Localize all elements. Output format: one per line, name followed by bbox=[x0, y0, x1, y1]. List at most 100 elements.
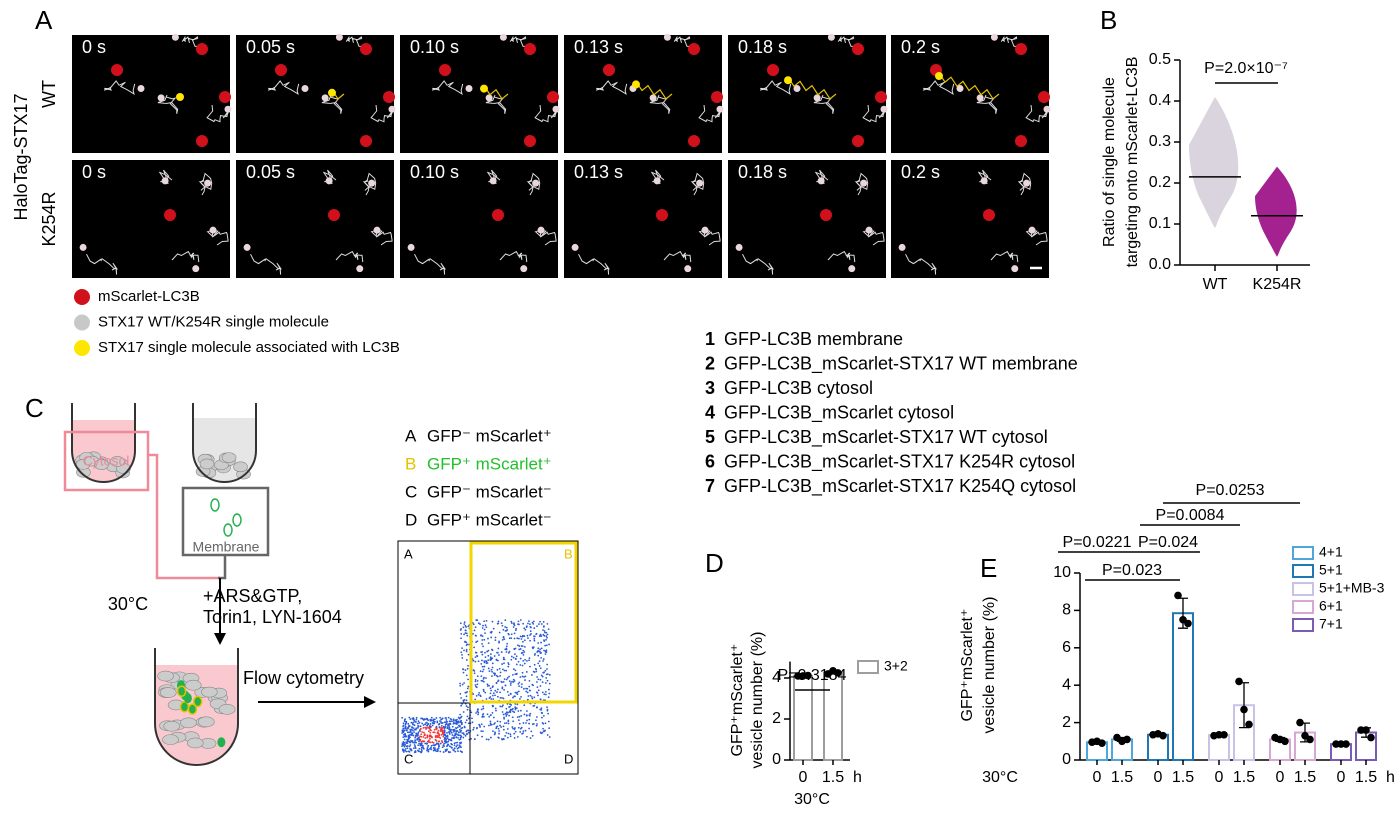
x-tick-label: 0 bbox=[1276, 769, 1285, 786]
event bbox=[419, 725, 422, 728]
event bbox=[461, 647, 464, 650]
lc3b-puncta bbox=[688, 43, 700, 55]
event bbox=[520, 695, 522, 698]
event bbox=[472, 669, 475, 671]
event bbox=[502, 713, 505, 716]
single-molecule bbox=[860, 179, 868, 187]
event bbox=[499, 720, 502, 723]
event bbox=[481, 643, 483, 645]
event bbox=[422, 726, 425, 729]
event bbox=[526, 698, 529, 701]
data-point bbox=[1281, 737, 1289, 746]
event bbox=[435, 717, 438, 719]
panel-label: A bbox=[35, 5, 53, 35]
event bbox=[515, 672, 518, 675]
event bbox=[477, 713, 479, 716]
event bbox=[415, 721, 417, 723]
event bbox=[539, 620, 541, 623]
event bbox=[439, 742, 442, 745]
event bbox=[437, 740, 440, 743]
event bbox=[445, 718, 448, 721]
event bbox=[424, 723, 427, 726]
event bbox=[467, 625, 470, 628]
legend-text: 7+1 bbox=[1319, 616, 1343, 632]
event bbox=[464, 624, 467, 627]
event bbox=[465, 699, 468, 702]
event bbox=[519, 635, 522, 638]
trajectory bbox=[335, 250, 364, 263]
single-molecule bbox=[499, 33, 507, 41]
event bbox=[529, 737, 532, 739]
event bbox=[429, 729, 432, 731]
event bbox=[464, 721, 467, 724]
event bbox=[544, 631, 546, 634]
trajectory bbox=[509, 35, 531, 48]
event bbox=[541, 721, 544, 724]
event bbox=[505, 651, 508, 653]
event bbox=[407, 734, 410, 737]
event bbox=[539, 634, 542, 637]
event bbox=[519, 676, 522, 679]
trajectory bbox=[250, 253, 283, 275]
event bbox=[404, 726, 407, 729]
event bbox=[517, 682, 520, 685]
single-molecule bbox=[716, 105, 724, 113]
event bbox=[439, 716, 442, 719]
event bbox=[456, 720, 459, 723]
event bbox=[528, 689, 531, 692]
event bbox=[472, 726, 475, 729]
event bbox=[536, 681, 538, 683]
event bbox=[449, 723, 452, 726]
event bbox=[482, 690, 485, 693]
event bbox=[518, 645, 521, 647]
event bbox=[505, 645, 508, 648]
event bbox=[510, 655, 513, 658]
event bbox=[426, 746, 429, 749]
single-molecule bbox=[1028, 226, 1036, 234]
event bbox=[404, 748, 407, 750]
event bbox=[409, 731, 412, 733]
event bbox=[532, 620, 535, 623]
event bbox=[444, 737, 447, 740]
event bbox=[511, 708, 513, 711]
event bbox=[420, 743, 422, 745]
single-molecule bbox=[848, 265, 856, 273]
event bbox=[508, 714, 510, 717]
event bbox=[481, 659, 483, 662]
event bbox=[523, 645, 526, 648]
population-text: GFP⁻ mScarlet⁺ bbox=[427, 426, 552, 445]
y-axis-label: targeting onto mScarlet-LC3B bbox=[1124, 57, 1141, 268]
event bbox=[512, 626, 515, 628]
event bbox=[487, 637, 489, 640]
event bbox=[495, 682, 498, 685]
event bbox=[466, 667, 469, 670]
event bbox=[459, 622, 462, 625]
event bbox=[542, 658, 545, 660]
y-tick-label: 2 bbox=[772, 710, 781, 727]
event bbox=[506, 629, 509, 631]
event bbox=[433, 749, 436, 752]
time-label: 0.18 s bbox=[738, 37, 787, 57]
event bbox=[443, 727, 446, 729]
event bbox=[510, 620, 513, 623]
event bbox=[472, 728, 475, 731]
event bbox=[419, 730, 421, 733]
event bbox=[480, 730, 483, 732]
data-point bbox=[1235, 677, 1243, 686]
event bbox=[531, 723, 534, 726]
single-molecule bbox=[335, 33, 343, 41]
y-tick-label: 0 bbox=[1062, 751, 1071, 768]
single-molecule bbox=[489, 177, 497, 185]
event bbox=[548, 674, 551, 676]
event bbox=[429, 747, 431, 750]
event bbox=[459, 750, 462, 753]
event bbox=[503, 722, 506, 725]
lc3b-puncta bbox=[492, 209, 504, 221]
event bbox=[431, 724, 434, 727]
event bbox=[546, 623, 549, 625]
y-tick-label: 10 bbox=[1053, 564, 1071, 581]
event bbox=[415, 718, 418, 721]
event bbox=[443, 729, 446, 732]
legend-dot bbox=[74, 314, 90, 331]
event bbox=[449, 717, 452, 720]
